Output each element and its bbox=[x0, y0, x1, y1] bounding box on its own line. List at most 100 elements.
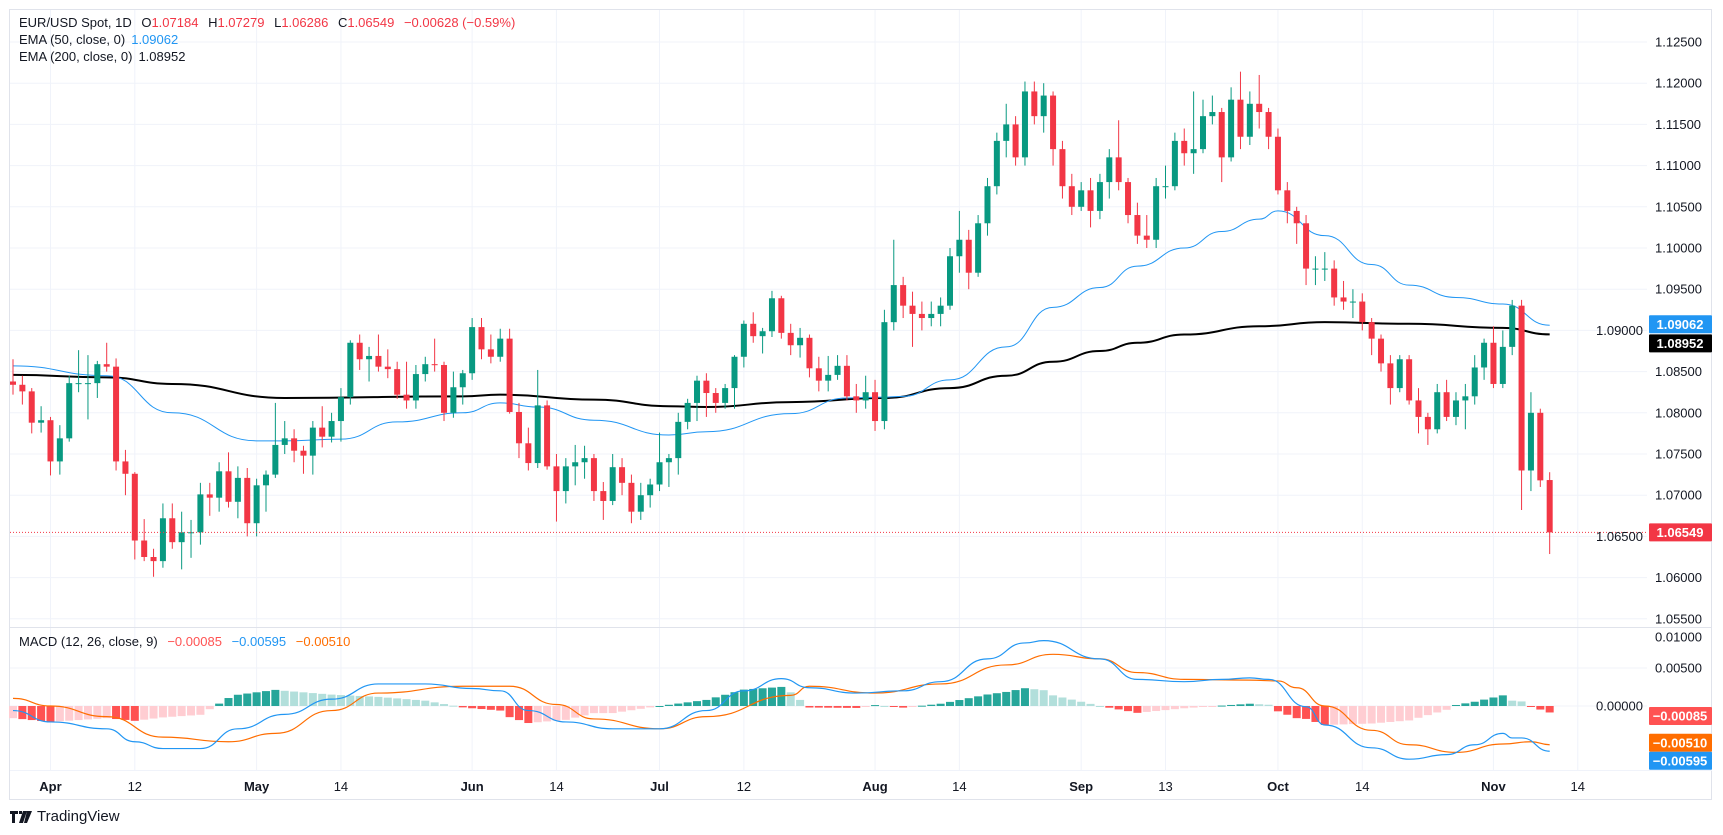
candle bbox=[10, 359, 16, 395]
candle-body bbox=[909, 305, 916, 314]
candle-body bbox=[534, 405, 541, 464]
candle bbox=[469, 318, 476, 380]
macd-histogram-bar bbox=[946, 701, 954, 706]
macd-hist-label-bg bbox=[1649, 707, 1712, 725]
candle-body bbox=[1443, 392, 1450, 417]
macd-histogram-bar bbox=[308, 693, 317, 706]
candle bbox=[1143, 215, 1150, 248]
macd-signal-line bbox=[12, 653, 1550, 753]
time-tick-label: 14 bbox=[334, 779, 348, 794]
candle-body bbox=[815, 368, 822, 381]
chart-frame bbox=[9, 9, 1712, 800]
candle bbox=[1115, 120, 1122, 191]
candle-body bbox=[403, 394, 410, 401]
macd-histogram-bar bbox=[796, 699, 805, 706]
candle bbox=[1003, 103, 1010, 158]
candle-body bbox=[1031, 91, 1038, 117]
candle bbox=[281, 421, 288, 454]
price-tick-label: 1.10500 bbox=[1655, 199, 1702, 214]
price-tick-label: 1.09500 bbox=[1655, 282, 1702, 297]
candle bbox=[862, 375, 869, 409]
macd-histogram-bar bbox=[974, 696, 983, 706]
time-tick-label: Sep bbox=[1069, 779, 1093, 794]
candle bbox=[1209, 95, 1216, 125]
candle bbox=[787, 323, 794, 356]
candle-body bbox=[1331, 268, 1338, 298]
tradingview-logo[interactable]: TradingView bbox=[10, 808, 120, 825]
time-tick-label: 12 bbox=[128, 779, 142, 794]
macd-histogram-bar bbox=[1489, 697, 1498, 706]
candle-body bbox=[487, 349, 494, 357]
candle-body bbox=[1181, 140, 1188, 154]
candle-body bbox=[28, 391, 35, 423]
macd-histogram-bar bbox=[889, 706, 898, 707]
low-value: 1.06286 bbox=[281, 15, 329, 30]
candle-body bbox=[1378, 338, 1385, 364]
ema50-row[interactable]: EMA (50, close, 0) 1.09062 bbox=[19, 31, 515, 48]
candle bbox=[1031, 81, 1038, 125]
candle-body bbox=[778, 298, 785, 333]
candle bbox=[197, 482, 204, 545]
macd-histogram-bar bbox=[1002, 691, 1011, 706]
macd-histogram-bar bbox=[1423, 706, 1432, 716]
candle bbox=[47, 416, 54, 476]
candle bbox=[1171, 132, 1178, 191]
candle bbox=[1199, 99, 1206, 154]
candle bbox=[1087, 177, 1094, 228]
candle bbox=[1378, 334, 1385, 372]
candle bbox=[956, 210, 963, 273]
candle bbox=[918, 301, 925, 331]
candle bbox=[150, 548, 157, 577]
candle bbox=[1434, 383, 1441, 434]
candle-body bbox=[394, 369, 401, 395]
macd-histogram-bar bbox=[1095, 706, 1104, 707]
candle-body bbox=[637, 495, 644, 512]
candle-body bbox=[450, 387, 457, 413]
candle-body bbox=[1078, 190, 1085, 207]
macd-histogram-bar bbox=[233, 694, 242, 706]
macd-histogram-bar bbox=[468, 706, 477, 709]
candle-body bbox=[178, 532, 185, 543]
candle bbox=[1218, 107, 1225, 183]
candle bbox=[487, 334, 494, 364]
candles bbox=[10, 71, 1553, 577]
candle-body bbox=[675, 421, 682, 459]
macd-histogram-bar bbox=[130, 706, 139, 721]
candle-body bbox=[525, 443, 532, 464]
candle-body bbox=[1284, 190, 1291, 211]
candle-body bbox=[825, 374, 832, 381]
candle bbox=[1359, 293, 1366, 331]
candle-body bbox=[1153, 186, 1160, 240]
macd-histogram-bar bbox=[27, 706, 36, 721]
macd-histogram-bar bbox=[1498, 695, 1507, 706]
candle bbox=[375, 334, 382, 372]
macd-histogram-bar bbox=[1086, 703, 1095, 706]
macd-histogram-bar bbox=[1208, 706, 1217, 707]
macd-histogram-bar bbox=[580, 706, 589, 716]
price-tick-label: 1.09000 bbox=[1596, 323, 1643, 338]
symbol-title[interactable]: EUR/USD Spot, 1D bbox=[19, 15, 132, 30]
candle-body bbox=[1040, 95, 1047, 117]
candle bbox=[94, 360, 101, 398]
macd-histogram-bar bbox=[430, 702, 439, 706]
macd-histogram-bar bbox=[664, 704, 673, 706]
macd-histogram-bar bbox=[374, 696, 383, 706]
candle bbox=[1527, 392, 1534, 492]
macd-signal-label-bg bbox=[1649, 733, 1712, 752]
candle-body bbox=[722, 388, 729, 403]
candle bbox=[262, 470, 269, 512]
candle bbox=[1162, 165, 1169, 199]
candle bbox=[694, 375, 701, 422]
high-value: 1.07279 bbox=[217, 15, 265, 30]
candle bbox=[347, 340, 354, 405]
candle bbox=[1321, 252, 1328, 281]
candle-body bbox=[1115, 157, 1122, 183]
ema200-row[interactable]: EMA (200, close, 0) 1.08952 bbox=[19, 48, 515, 65]
candle-body bbox=[600, 491, 607, 501]
candle bbox=[1106, 149, 1113, 199]
price-tick-label: 1.10000 bbox=[1655, 241, 1702, 256]
macd-legend[interactable]: MACD (12, 26, close, 9) −0.00085 −0.0059… bbox=[19, 633, 350, 650]
candle-body bbox=[19, 384, 26, 392]
candle bbox=[1415, 388, 1422, 434]
